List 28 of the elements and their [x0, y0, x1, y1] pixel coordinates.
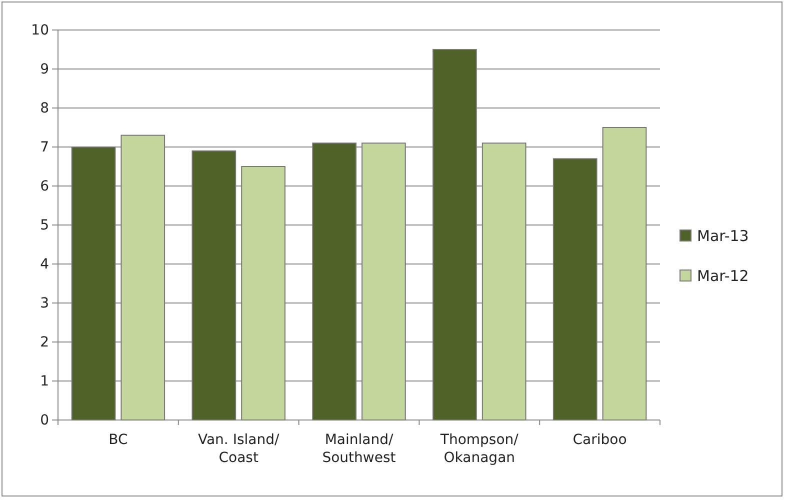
- x-tick-label: Thompson/Okanagan: [439, 432, 519, 466]
- legend-label: Mar-13: [697, 227, 749, 245]
- y-tick-label: 6: [40, 178, 50, 194]
- bar: [552, 158, 598, 420]
- bar: [120, 134, 166, 420]
- legend-label: Mar-12: [697, 267, 749, 285]
- bar: [432, 49, 477, 420]
- y-tick-label: 2: [40, 334, 49, 350]
- y-tick-label: 3: [40, 295, 49, 312]
- y-tick-label: 8: [40, 100, 49, 116]
- bar: [312, 142, 356, 420]
- y-tick-label: 7: [40, 139, 49, 156]
- y-tick-label: 5: [40, 217, 49, 234]
- bar: [602, 127, 647, 420]
- bar: [241, 166, 286, 420]
- bar: [362, 142, 406, 420]
- y-tick-label: 1: [40, 373, 49, 390]
- bar: [482, 142, 526, 420]
- x-tick-label: Cariboo: [572, 432, 627, 448]
- bar: [192, 150, 236, 420]
- y-tick-label: 9: [40, 61, 49, 78]
- y-tick-label: 10: [31, 22, 49, 38]
- bar: [71, 146, 116, 420]
- x-tick-label: Mainland/Southwest: [322, 432, 396, 466]
- y-tick-label: 0: [40, 412, 49, 428]
- x-tick-label: Van. Island/Coast: [198, 432, 280, 466]
- x-tick-label: BC: [108, 432, 128, 448]
- y-tick-label: 4: [40, 256, 50, 272]
